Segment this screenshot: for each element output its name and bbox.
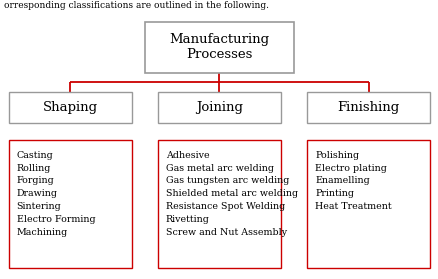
Text: Casting
Rolling
Forging
Drawing
Sintering
Electro Forming
Machining: Casting Rolling Forging Drawing Sinterin…: [17, 151, 95, 237]
FancyBboxPatch shape: [307, 92, 429, 123]
FancyBboxPatch shape: [9, 140, 131, 268]
FancyBboxPatch shape: [9, 92, 131, 123]
FancyBboxPatch shape: [307, 140, 429, 268]
Text: Shaping: Shaping: [42, 101, 98, 114]
Text: Manufacturing
Processes: Manufacturing Processes: [169, 33, 269, 61]
FancyBboxPatch shape: [145, 22, 293, 73]
FancyBboxPatch shape: [158, 140, 280, 268]
Text: Finishing: Finishing: [337, 101, 399, 114]
Text: Polishing
Electro plating
Enamelling
Printing
Heat Treatment: Polishing Electro plating Enamelling Pri…: [314, 151, 391, 211]
FancyBboxPatch shape: [158, 92, 280, 123]
Text: orresponding classifications are outlined in the following.: orresponding classifications are outline…: [4, 1, 269, 10]
Text: Adhesive
Gas metal arc welding
Gas tungsten arc welding
Shielded metal arc weldi: Adhesive Gas metal arc welding Gas tungs…: [166, 151, 297, 237]
Text: Joining: Joining: [195, 101, 243, 114]
